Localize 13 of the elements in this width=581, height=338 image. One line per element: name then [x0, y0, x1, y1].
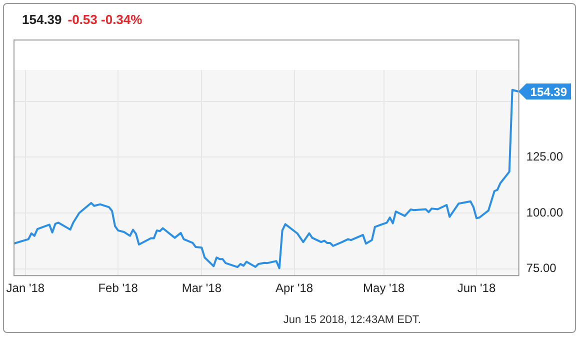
x-tick-label: Apr '18	[275, 281, 314, 296]
x-tick-label: Jan '18	[6, 281, 45, 296]
x-tick-label: Jun '18	[457, 281, 496, 296]
chart-title: 154.39	[22, 12, 62, 27]
annotation: 154.39	[530, 84, 568, 99]
y-tick-label: 125.00	[526, 149, 564, 164]
y-tick-label: 100.00	[526, 205, 564, 220]
text: Jun 15 2018, 12:43AM EDT.	[283, 314, 421, 326]
x-tick-label: Mar '18	[182, 281, 222, 296]
x-tick-label: Feb '18	[98, 281, 138, 296]
x-tick-label: May '18	[363, 281, 406, 296]
chart-subtitle: -0.53 -0.34%	[68, 12, 142, 27]
y-tick-label: 75.00	[526, 261, 557, 276]
